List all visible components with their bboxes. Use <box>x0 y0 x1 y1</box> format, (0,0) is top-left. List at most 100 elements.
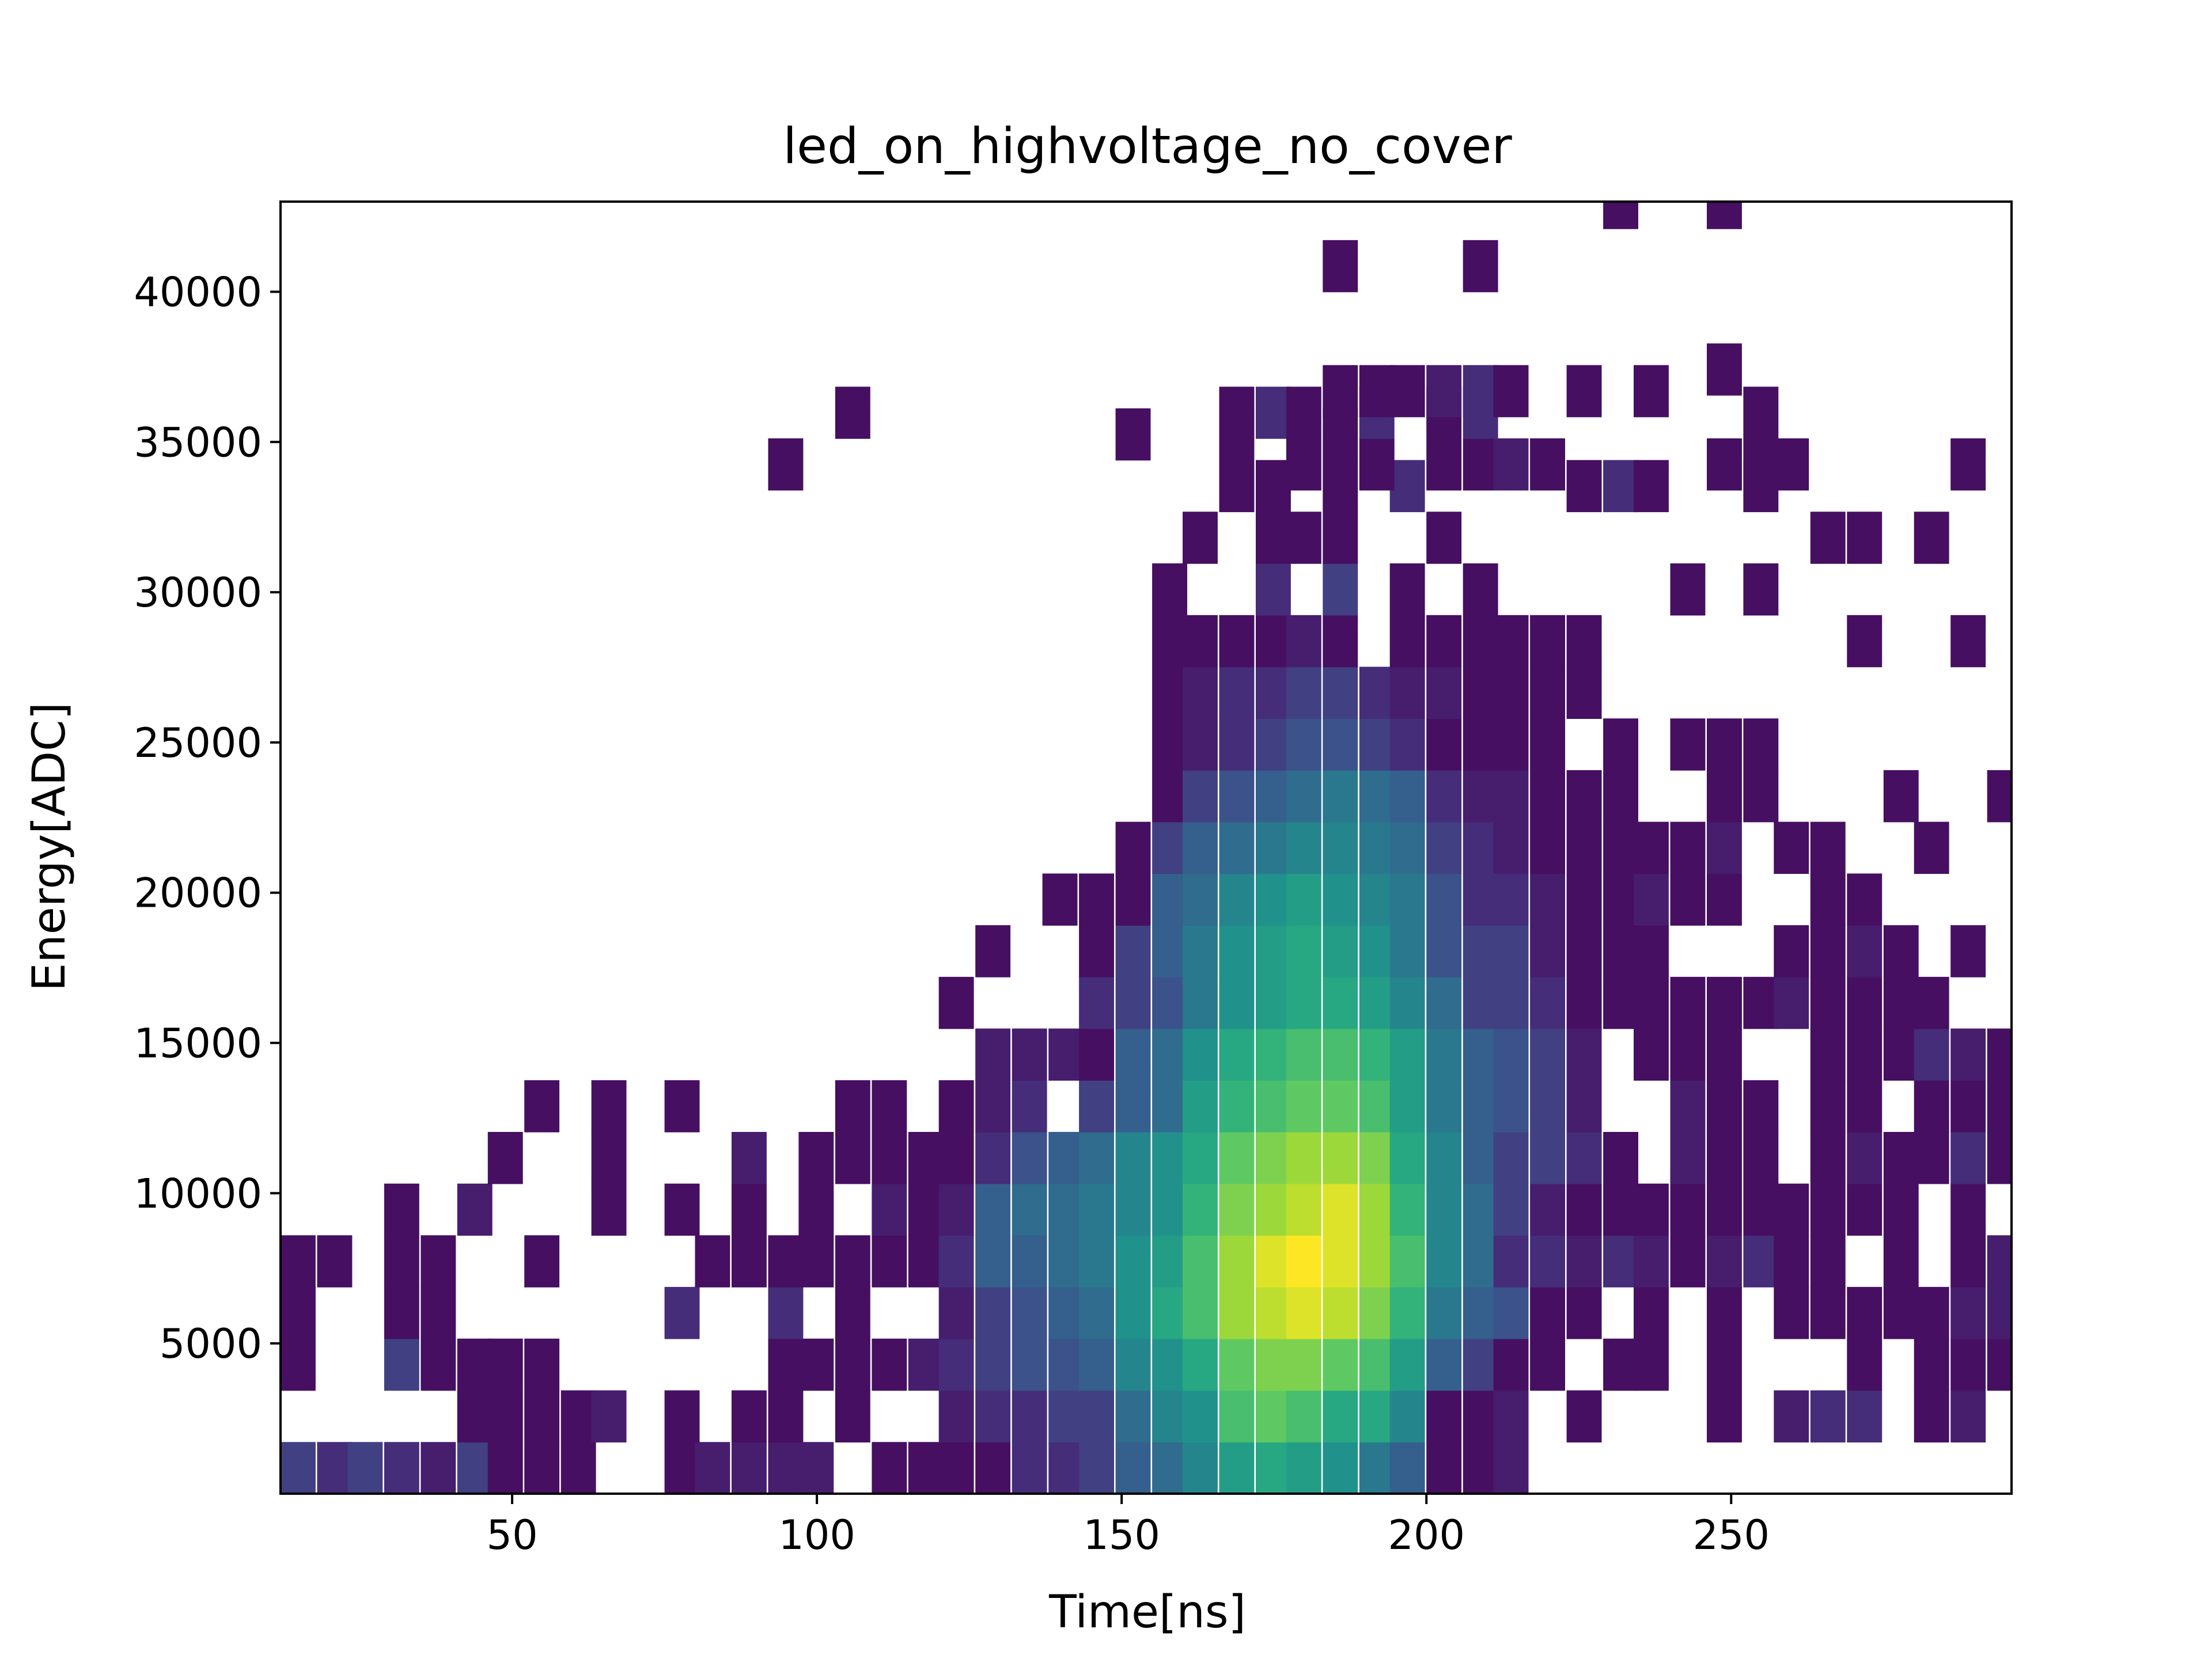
heatmap-cell <box>1183 1390 1218 1443</box>
heatmap-cell <box>1183 1338 1218 1391</box>
heatmap-cell <box>908 1235 944 1287</box>
heatmap-cell <box>281 1235 316 1287</box>
heatmap-cell <box>1389 1390 1425 1443</box>
heatmap-cell <box>1389 1442 1425 1494</box>
heatmap-cell <box>281 1338 316 1391</box>
heatmap-cell <box>1426 873 1462 926</box>
heatmap-cell <box>1914 821 1949 874</box>
heatmap-cell <box>1774 438 1809 491</box>
heatmap-cell <box>1426 821 1462 874</box>
heatmap-cell <box>1530 1132 1565 1184</box>
heatmap-cell <box>1774 976 1809 1029</box>
x-axis-ticks: 50 100 150 200 250 <box>487 1494 1770 1559</box>
heatmap-cell <box>421 1442 456 1494</box>
heatmap-cell <box>1219 1287 1255 1339</box>
heatmap-cell <box>1463 976 1498 1029</box>
heatmap-cell <box>524 1080 560 1132</box>
heatmap-cell <box>1389 925 1425 978</box>
heatmap-cell <box>1743 1183 1779 1236</box>
heatmap-cell <box>1219 770 1255 823</box>
heatmap-cell <box>1323 770 1358 823</box>
heatmap-cell <box>1707 821 1742 874</box>
heatmap-cell <box>1256 1390 1291 1443</box>
heatmap-cell <box>1463 821 1498 874</box>
heatmap-cell <box>1256 925 1291 978</box>
heatmap-cell <box>1286 821 1321 874</box>
heatmap-cell <box>1183 821 1218 874</box>
heatmap-cell <box>1603 718 1638 771</box>
heatmap-cell <box>1847 976 1883 1029</box>
heatmap-cell <box>1493 976 1529 1029</box>
heatmap-cell <box>1286 1028 1321 1081</box>
heatmap-cell <box>1426 1183 1462 1236</box>
heatmap-cell <box>1670 1183 1706 1236</box>
heatmap-cell <box>1426 976 1462 1029</box>
heatmap-cell <box>1463 365 1498 418</box>
heatmap-cell <box>1359 1183 1395 1236</box>
heatmap-cell <box>1847 1132 1883 1184</box>
heatmap-cell <box>1048 1442 1084 1494</box>
heatmap-cell <box>1219 1442 1255 1494</box>
heatmap-cell <box>1914 1132 1949 1184</box>
heatmap-cell <box>664 1390 700 1443</box>
heatmap-cell <box>1603 873 1638 926</box>
heatmap-cell <box>1115 1442 1151 1494</box>
heatmap-cell <box>1566 460 1602 513</box>
heatmap-cell <box>1566 1183 1602 1236</box>
heatmap-cell <box>421 1287 456 1339</box>
heatmap-cell <box>1012 1442 1047 1494</box>
heatmap-cell <box>938 1235 974 1287</box>
x-tick-label: 50 <box>487 1512 538 1559</box>
heatmap-cell <box>1183 512 1218 564</box>
heatmap-cell <box>1950 925 1986 978</box>
heatmap-cell <box>1219 1183 1255 1236</box>
heatmap-cell <box>1323 563 1358 616</box>
heatmap-cell <box>1426 1338 1462 1391</box>
heatmap-cell <box>1152 1183 1187 1236</box>
heatmap-cell <box>1012 1235 1047 1287</box>
heatmap-cell <box>1566 615 1602 668</box>
heatmap-cell <box>1219 718 1255 771</box>
heatmap-cell <box>1463 1390 1498 1443</box>
heatmap-cell <box>1323 512 1358 564</box>
heatmap-cell <box>768 1442 804 1494</box>
heatmap-cell <box>1847 512 1883 564</box>
heatmap-cell <box>1389 1235 1425 1287</box>
heatmap-cell <box>487 1132 523 1184</box>
heatmap-cell <box>1810 1132 1846 1184</box>
heatmap-cell <box>1493 1080 1529 1132</box>
x-tick-label: 100 <box>778 1512 855 1559</box>
heatmap-cell <box>1152 1287 1187 1339</box>
heatmap-cell <box>1463 1028 1498 1081</box>
heatmap-cell <box>1115 1028 1151 1081</box>
heatmap-cell <box>1426 365 1462 418</box>
heatmap-cell <box>1286 1080 1321 1132</box>
heatmap-cell <box>1323 1390 1358 1443</box>
heatmap-cell <box>938 1132 974 1184</box>
heatmap-cell <box>1914 976 1949 1029</box>
heatmap-cell <box>1256 563 1291 616</box>
heatmap-cell <box>347 1442 383 1494</box>
heatmap-cell <box>1774 1390 1809 1443</box>
heatmap-cell <box>1256 873 1291 926</box>
heatmap-cell <box>1079 976 1114 1029</box>
heatmap-cell <box>1463 1132 1498 1184</box>
heatmap-cell <box>1079 1132 1114 1184</box>
heatmap-cell <box>1286 615 1321 668</box>
heatmap-cell <box>281 1287 316 1339</box>
heatmap-cell <box>1463 1080 1498 1132</box>
heatmap-cell <box>664 1183 700 1236</box>
heatmap-cell <box>1012 1132 1047 1184</box>
heatmap-cell <box>1847 615 1883 668</box>
heatmap-cell <box>1256 1442 1291 1494</box>
heatmap-cell <box>1183 873 1218 926</box>
heatmap-cell <box>1774 1235 1809 1287</box>
heatmap-cell <box>1987 770 2012 823</box>
heatmap-cell <box>1256 615 1291 668</box>
heatmap-cell <box>1286 438 1321 491</box>
heatmap-cell <box>524 1442 560 1494</box>
heatmap-cell <box>421 1235 456 1287</box>
heatmap-cell <box>1183 1235 1218 1287</box>
heatmap-cell <box>1048 1390 1084 1443</box>
heatmap-cell <box>1115 1390 1151 1443</box>
